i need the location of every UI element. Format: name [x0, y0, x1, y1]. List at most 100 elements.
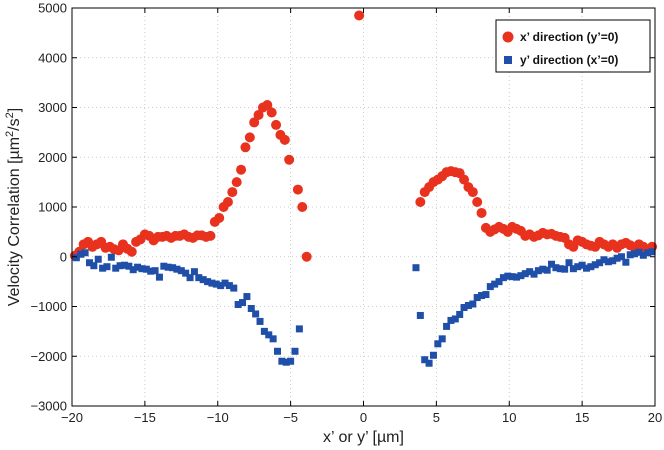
series-x-direction [69, 10, 658, 262]
axis-ticks: −20 −15 −10 −5 0 5 10 15 20 −3000 −2000 −1000 0 1000 2… [30, 1, 662, 426]
y-tick-label: −3000 [30, 399, 67, 414]
data-point-y-direction [134, 263, 142, 271]
data-point-y-direction [478, 292, 486, 300]
data-point-y-direction [561, 265, 569, 273]
data-point-y-direction [186, 274, 194, 282]
legend-label-x-direction: x’ direction (y’=0) [520, 30, 618, 44]
data-point-x-direction [126, 246, 137, 257]
data-point-y-direction [429, 351, 437, 359]
data-point-y-direction [99, 264, 107, 272]
data-point-y-direction [412, 264, 420, 272]
data-point-y-direction [81, 249, 89, 257]
data-point-x-direction [301, 251, 312, 262]
y-tick-label: 0 [60, 249, 67, 264]
data-point-y-direction [486, 283, 494, 291]
y-axis-label-main: Velocity Correlation [µm [6, 137, 23, 306]
data-point-y-direction [451, 315, 459, 323]
data-point-x-direction [459, 174, 470, 185]
data-point-y-direction [112, 264, 120, 272]
data-point-x-direction [476, 207, 487, 218]
data-point-y-direction [499, 274, 507, 282]
data-point-x-direction [214, 212, 225, 223]
data-point-y-direction [252, 310, 260, 318]
data-point-y-direction [107, 253, 115, 261]
data-point-y-direction [90, 262, 98, 270]
data-point-x-direction [205, 230, 216, 241]
data-point-y-direction [644, 249, 652, 257]
data-point-x-direction [222, 197, 233, 208]
data-point-y-direction [574, 263, 582, 271]
data-point-y-direction [103, 263, 111, 271]
data-point-y-direction [160, 262, 168, 270]
data-point-y-direction [447, 316, 455, 324]
data-point-y-direction [260, 327, 268, 335]
data-point-x-direction [227, 187, 238, 198]
y-tick-label: 1000 [38, 200, 67, 215]
data-point-y-direction [120, 261, 128, 269]
data-point-x-direction [284, 154, 295, 165]
data-point-y-direction [508, 273, 516, 281]
x-tick-label: 20 [648, 410, 662, 425]
data-point-y-direction [600, 256, 608, 264]
y-axis-label-end: ] [6, 108, 23, 112]
data-point-y-direction [416, 311, 424, 319]
data-point-y-direction [469, 300, 477, 308]
data-point-x-direction [240, 142, 251, 153]
x-tick-label: 0 [360, 410, 367, 425]
y-tick-label: 2000 [38, 150, 67, 165]
data-point-y-direction [495, 278, 503, 286]
data-point-y-direction [155, 273, 163, 281]
data-point-y-direction [147, 267, 155, 275]
data-point-y-direction [582, 264, 590, 272]
data-point-x-direction [472, 197, 483, 208]
data-point-y-direction [596, 259, 604, 267]
data-point-y-direction [190, 268, 198, 276]
data-point-y-direction [234, 301, 242, 309]
data-point-y-direction [626, 251, 634, 259]
data-point-y-direction [543, 266, 551, 274]
data-point-y-direction [456, 310, 464, 318]
y-axis-label-sup1: 2 [4, 131, 16, 137]
data-point-y-direction [177, 267, 185, 275]
y-tick-label: −1000 [30, 299, 67, 314]
data-point-y-direction [295, 325, 303, 333]
data-point-x-direction [271, 119, 282, 130]
x-tick-label: −5 [283, 410, 298, 425]
data-point-y-direction [635, 248, 643, 256]
data-point-y-direction [513, 273, 521, 281]
data-point-y-direction [182, 269, 190, 277]
y-axis-label-mid: /s [6, 118, 23, 130]
data-point-y-direction [204, 278, 212, 286]
data-point-y-direction [151, 267, 159, 275]
data-point-y-direction [195, 274, 203, 282]
data-point-y-direction [569, 265, 577, 273]
data-point-y-direction [534, 267, 542, 275]
data-point-y-direction [539, 265, 547, 273]
data-point-y-direction [243, 293, 251, 301]
data-point-y-direction [208, 279, 216, 287]
data-point-y-direction [460, 303, 468, 311]
x-tick-label: 10 [502, 410, 516, 425]
data-point-x-direction [266, 107, 277, 118]
data-point-y-direction [265, 331, 273, 339]
y-axis-label-sup2: 2 [4, 112, 16, 118]
legend-marker-x-direction [502, 31, 514, 43]
data-point-y-direction [169, 264, 177, 272]
data-point-y-direction [72, 254, 80, 262]
data-point-y-direction [256, 317, 264, 325]
data-point-y-direction [164, 263, 172, 271]
data-point-y-direction [282, 358, 290, 366]
data-point-y-direction [617, 253, 625, 261]
data-point-y-direction [473, 294, 481, 302]
data-point-y-direction [274, 347, 282, 355]
data-point-y-direction [77, 250, 85, 258]
data-point-y-direction [609, 257, 617, 265]
data-point-y-direction [443, 322, 451, 330]
y-tick-label: −2000 [30, 349, 67, 364]
data-point-y-direction [125, 262, 133, 270]
data-point-x-direction [279, 134, 290, 145]
data-point-x-direction [415, 197, 426, 208]
data-point-y-direction [217, 282, 225, 290]
legend-label-y-direction: y’ direction (x’=0) [520, 53, 618, 67]
x-tick-label: −20 [61, 410, 83, 425]
